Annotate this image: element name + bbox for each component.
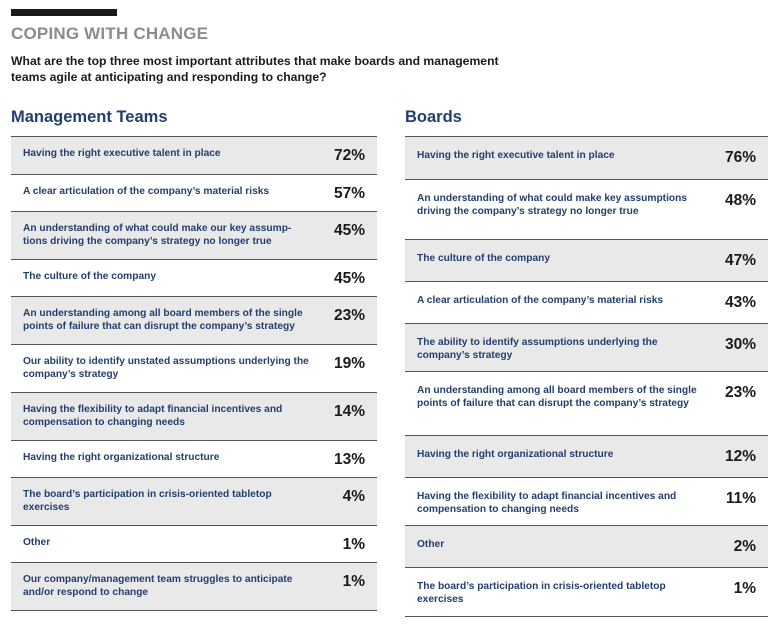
boards-row-label: The culture of the company (417, 253, 551, 264)
boards-row-percentage: 11% (725, 490, 756, 507)
boards-row: The board’s participation in crisis-orie… (405, 567, 768, 616)
management-row: Our company/management team struggles to… (11, 562, 377, 610)
boards-row: Having the flexibility to adapt financia… (405, 477, 768, 525)
boards-row-label: Other (417, 539, 445, 550)
management-row-percentage: 14% (333, 403, 365, 420)
management-row-percentage: 4% (342, 488, 365, 505)
boards-row: An understanding among all board members… (405, 371, 768, 435)
boards-row-percentage: 76% (724, 149, 756, 166)
boards-row-label: Having the right executive talent in pla… (417, 150, 615, 161)
management-row-percentage: 1% (342, 573, 365, 590)
boards-row: Having the right executive talent in pla… (405, 137, 768, 179)
management-row-label: Our company/management team struggles to… (23, 574, 293, 598)
management-teams-title: Management Teams (11, 108, 168, 126)
management-row: An understanding of what could make our … (11, 211, 377, 259)
boards-row: An understanding of what could make key … (405, 179, 768, 239)
boards-row-percentage: 43% (724, 294, 756, 311)
accent-bar (11, 9, 117, 16)
boards-row-label: The ability to identify assumptions unde… (417, 337, 658, 361)
management-row-percentage: 19% (333, 355, 365, 372)
management-row: The board’s participation in crisis-orie… (11, 477, 377, 525)
boards-row-label: The board’s participation in crisis-orie… (417, 581, 666, 605)
boards-title: Boards (405, 108, 462, 126)
management-row-label: Other (23, 537, 51, 548)
boards-column: Boards Having the right executive talent… (405, 107, 768, 617)
boards-row-percentage: 30% (724, 336, 756, 353)
management-row: A clear articulation of the company’s ma… (11, 174, 377, 211)
management-row-label: Having the right organizational structur… (23, 452, 220, 463)
management-row-label: The board’s participation in crisis-orie… (23, 489, 272, 513)
boards-row-percentage: 12% (724, 448, 756, 465)
management-row: Other 1% (11, 525, 377, 562)
boards-row-percentage: 47% (724, 252, 756, 269)
boards-row: Other 2% (405, 525, 768, 567)
boards-row: Having the right organizational structur… (405, 435, 768, 477)
management-row: The culture of the company 45% (11, 259, 377, 296)
boards-table: Having the right executive talent in pla… (405, 136, 768, 617)
boards-row-percentage: 1% (733, 580, 756, 597)
management-row: Having the right executive talent in pla… (11, 137, 377, 174)
boards-row-label: An understanding among all board members… (417, 385, 697, 409)
boards-row: The culture of the company 47% (405, 239, 768, 281)
management-row-percentage: 57% (333, 185, 365, 202)
management-row-label: A clear articulation of the company’s ma… (23, 186, 270, 197)
management-row-label: Having the right executive talent in pla… (23, 148, 221, 159)
boards-row-label: Having the flexibility to adapt financia… (417, 491, 677, 515)
management-row-percentage: 45% (333, 270, 365, 287)
management-row-percentage: 1% (342, 536, 365, 553)
management-row: Our ability to identify unstated assumpt… (11, 344, 377, 392)
management-row-percentage: 45% (333, 222, 365, 239)
management-row-percentage: 23% (333, 307, 365, 324)
management-teams-column: Management Teams Having the right execut… (11, 107, 377, 611)
management-row-label: An understanding among all board members… (23, 308, 303, 332)
boards-row-label: An understanding of what could make key … (417, 193, 688, 217)
management-row-percentage: 72% (333, 147, 365, 164)
page-heading: COPING WITH CHANGE (11, 24, 209, 43)
management-row-label: An understanding of what could make our … (23, 223, 292, 247)
management-row-label: The culture of the company (23, 271, 157, 282)
management-row: Having the right organizational structur… (11, 440, 377, 477)
management-teams-table: Having the right executive talent in pla… (11, 136, 377, 611)
boards-row-percentage: 48% (724, 192, 756, 209)
management-row: Having the flexibility to adapt financia… (11, 392, 377, 440)
boards-row: A clear articulation of the company’s ma… (405, 281, 768, 323)
boards-row-label: Having the right organizational structur… (417, 449, 614, 460)
boards-row: The ability to identify assumptions unde… (405, 323, 768, 371)
management-row: An understanding among all board members… (11, 296, 377, 344)
management-row-label: Having the flexibility to adapt financia… (23, 404, 283, 428)
boards-row-label: A clear articulation of the company’s ma… (417, 295, 664, 306)
management-row-percentage: 13% (333, 451, 365, 468)
boards-row-percentage: 2% (733, 538, 756, 555)
survey-question: What are the top three most important at… (11, 54, 499, 84)
management-row-label: Our ability to identify unstated assumpt… (23, 356, 309, 380)
boards-row-percentage: 23% (724, 384, 756, 401)
